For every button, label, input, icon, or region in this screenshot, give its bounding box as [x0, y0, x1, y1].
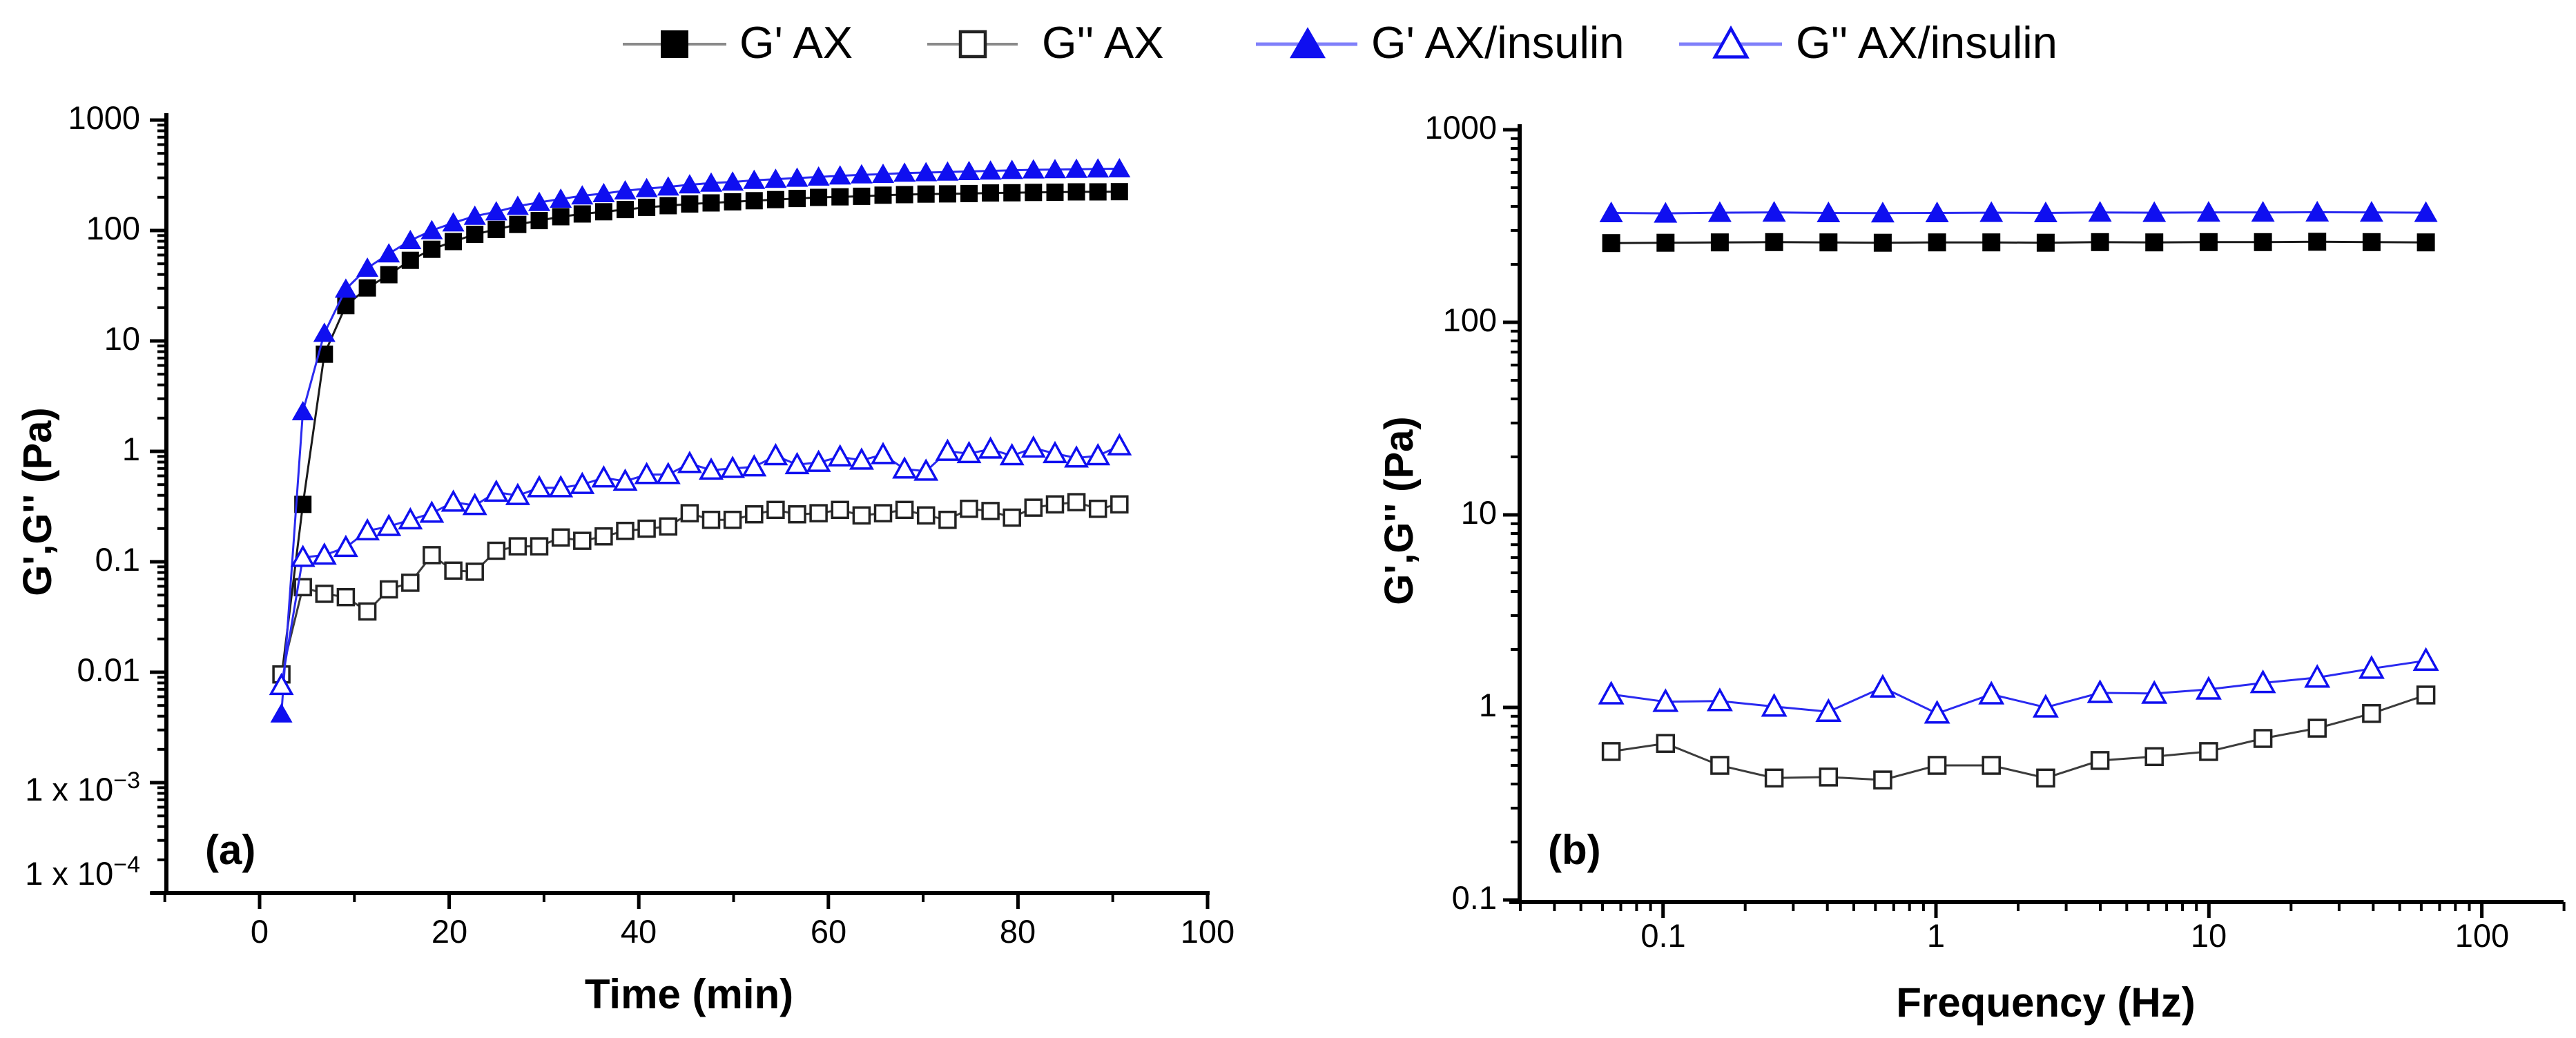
svg-text:1: 1: [122, 431, 140, 467]
svg-text:G',G'' (Pa): G',G'' (Pa): [15, 407, 60, 596]
svg-text:100: 100: [86, 210, 140, 246]
svg-text:G',G'' (Pa): G',G'' (Pa): [1377, 416, 1422, 605]
svg-text:Time (min): Time (min): [585, 971, 793, 1017]
svg-text:0.01: 0.01: [77, 652, 140, 688]
svg-text:1000: 1000: [1424, 109, 1497, 146]
svg-text:1: 1: [1927, 917, 1945, 954]
svg-text:100: 100: [1181, 913, 1234, 950]
svg-text:100: 100: [2455, 917, 2509, 954]
svg-text:0: 0: [251, 913, 269, 950]
svg-text:10: 10: [1461, 494, 1497, 531]
svg-text:1000: 1000: [68, 99, 140, 136]
svg-text:0.1: 0.1: [1452, 879, 1497, 916]
svg-text:G'' AX: G'' AX: [1042, 17, 1164, 68]
svg-text:100: 100: [1443, 302, 1497, 338]
svg-text:10: 10: [2191, 917, 2227, 954]
svg-text:10: 10: [104, 320, 140, 357]
svg-text:0.1: 0.1: [95, 541, 140, 578]
svg-text:G' AX: G' AX: [739, 17, 853, 68]
svg-text:60: 60: [811, 913, 846, 950]
svg-text:(a): (a): [205, 827, 255, 873]
svg-text:20: 20: [432, 913, 467, 950]
svg-text:G'' AX/insulin: G'' AX/insulin: [1796, 17, 2057, 68]
svg-text:G' AX/insulin: G' AX/insulin: [1371, 17, 1624, 68]
svg-text:(b): (b): [1548, 827, 1601, 873]
svg-text:40: 40: [621, 913, 657, 950]
svg-text:Frequency (Hz): Frequency (Hz): [1896, 979, 2195, 1026]
svg-text:80: 80: [1000, 913, 1036, 950]
svg-text:1: 1: [1479, 687, 1497, 723]
svg-text:0.1: 0.1: [1640, 917, 1685, 954]
